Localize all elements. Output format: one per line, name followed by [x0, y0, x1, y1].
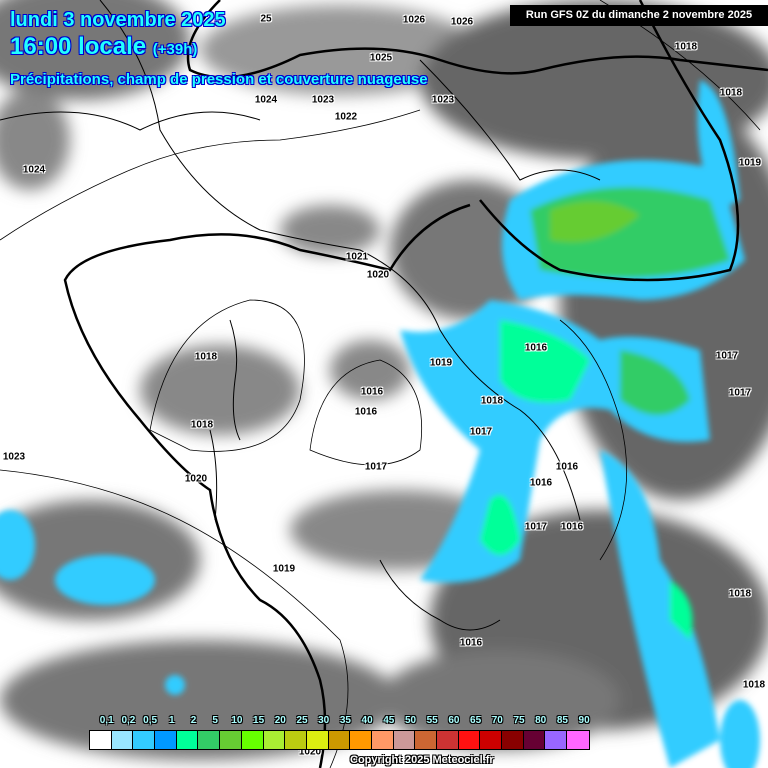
legend-label: 85 — [556, 715, 568, 726]
pressure-label: 1020 — [298, 746, 322, 758]
pressure-label: 1018 — [674, 41, 698, 53]
legend-label: 70 — [491, 715, 503, 726]
pressure-label: 1016 — [555, 461, 579, 473]
legend-swatch — [306, 731, 329, 749]
legend-swatch — [371, 731, 394, 749]
legend-label: 80 — [535, 715, 547, 726]
precipitation — [0, 80, 760, 768]
legend-label: 2 — [190, 715, 197, 726]
precipitation-legend — [89, 730, 590, 750]
legend-label: 65 — [470, 715, 482, 726]
pressure-label: 1019 — [738, 157, 762, 169]
legend-label: 35 — [339, 715, 351, 726]
pressure-label: 1024 — [254, 94, 278, 106]
legend-label: 0,1 — [99, 715, 114, 726]
legend-swatch — [567, 731, 589, 749]
pressure-label: 1023 — [311, 94, 335, 106]
legend-swatch — [285, 731, 307, 749]
pressure-label: 1016 — [459, 637, 483, 649]
legend-label: 10 — [231, 715, 243, 726]
pressure-label: 1018 — [194, 351, 218, 363]
pressure-label: 1016 — [560, 521, 584, 533]
legend-swatch — [176, 731, 199, 749]
legend-swatch — [437, 731, 459, 749]
legend-swatch — [350, 731, 372, 749]
legend-swatch — [393, 731, 416, 749]
forecast-time: 16:00 locale (+39h) — [10, 33, 197, 61]
pressure-label: 1019 — [272, 563, 296, 575]
legend-swatch — [415, 731, 437, 749]
pressure-label: 1017 — [715, 350, 739, 362]
legend-swatch — [198, 731, 221, 749]
pressure-label: 1018 — [719, 87, 743, 99]
legend-swatch — [328, 731, 351, 749]
legend-label: 1 — [169, 715, 175, 726]
pressure-label: 1018 — [728, 588, 752, 600]
main-isobars — [63, 0, 768, 768]
pressure-label: 1018 — [480, 395, 504, 407]
legend-swatch — [241, 731, 264, 749]
legend-label: 0,5 — [143, 715, 158, 726]
legend-label: 5 — [212, 715, 218, 726]
legend-swatch — [480, 731, 503, 749]
pressure-label: 1020 — [366, 269, 390, 281]
pressure-label: 1016 — [524, 342, 548, 354]
legend-label: 40 — [361, 715, 373, 726]
legend-label: 15 — [253, 715, 265, 726]
pressure-label: 1026 — [402, 14, 426, 26]
pressure-label: 1026 — [450, 16, 474, 28]
legend-label: 90 — [578, 715, 590, 726]
legend-label: 75 — [513, 715, 525, 726]
pressure-label: 1021 — [345, 251, 369, 263]
lead-time: (+39h) — [152, 41, 198, 58]
legend-label: 20 — [274, 715, 286, 726]
legend-label: 25 — [296, 715, 308, 726]
legend-label: 50 — [404, 715, 417, 726]
pressure-label: 1023 — [431, 94, 455, 106]
pressure-label: 1016 — [529, 477, 553, 489]
pressure-label: 1017 — [364, 461, 388, 473]
legend-label: 0,2 — [121, 715, 136, 726]
pressure-label: 1024 — [22, 164, 46, 176]
pressure-label: 1017 — [524, 521, 548, 533]
pressure-label: 1018 — [742, 679, 766, 691]
pressure-label: 1023 — [2, 451, 26, 463]
pressure-label: 1020 — [184, 473, 208, 485]
model-run-info: Run GFS 0Z du dimanche 2 novembre 2025 — [510, 5, 768, 26]
copyright: Copyright 2025 Meteociel.fr — [350, 754, 494, 766]
pressure-label: 25 — [260, 13, 272, 25]
legend-swatch — [458, 731, 481, 749]
legend-swatch — [545, 731, 568, 749]
pressure-label: 1016 — [354, 406, 378, 418]
legend-label: 30 — [318, 715, 330, 726]
legend-swatch — [523, 731, 546, 749]
pressure-label: 1016 — [360, 386, 384, 398]
legend-swatch — [155, 731, 177, 749]
legend-swatch — [502, 731, 524, 749]
pressure-label: 1017 — [728, 387, 752, 399]
pressure-label: 1019 — [429, 357, 453, 369]
legend-label: 55 — [426, 715, 438, 726]
legend-swatch — [90, 731, 112, 749]
legend-label: 60 — [448, 715, 460, 726]
pressure-label: 1025 — [369, 52, 393, 64]
coastlines — [0, 0, 601, 631]
legend-label: 45 — [383, 715, 395, 726]
pressure-label: 1017 — [469, 426, 493, 438]
legend-swatch — [263, 731, 286, 749]
local-time: 16:00 locale — [10, 33, 147, 60]
map-subtitle: Précipitations, champ de pression et cou… — [10, 71, 428, 88]
legend-swatch — [133, 731, 156, 749]
legend-swatch — [111, 731, 134, 749]
legend-swatch — [220, 731, 242, 749]
pressure-label: 1018 — [190, 419, 214, 431]
pressure-label: 1022 — [334, 111, 358, 123]
forecast-date: lundi 3 novembre 2025 — [10, 9, 226, 31]
